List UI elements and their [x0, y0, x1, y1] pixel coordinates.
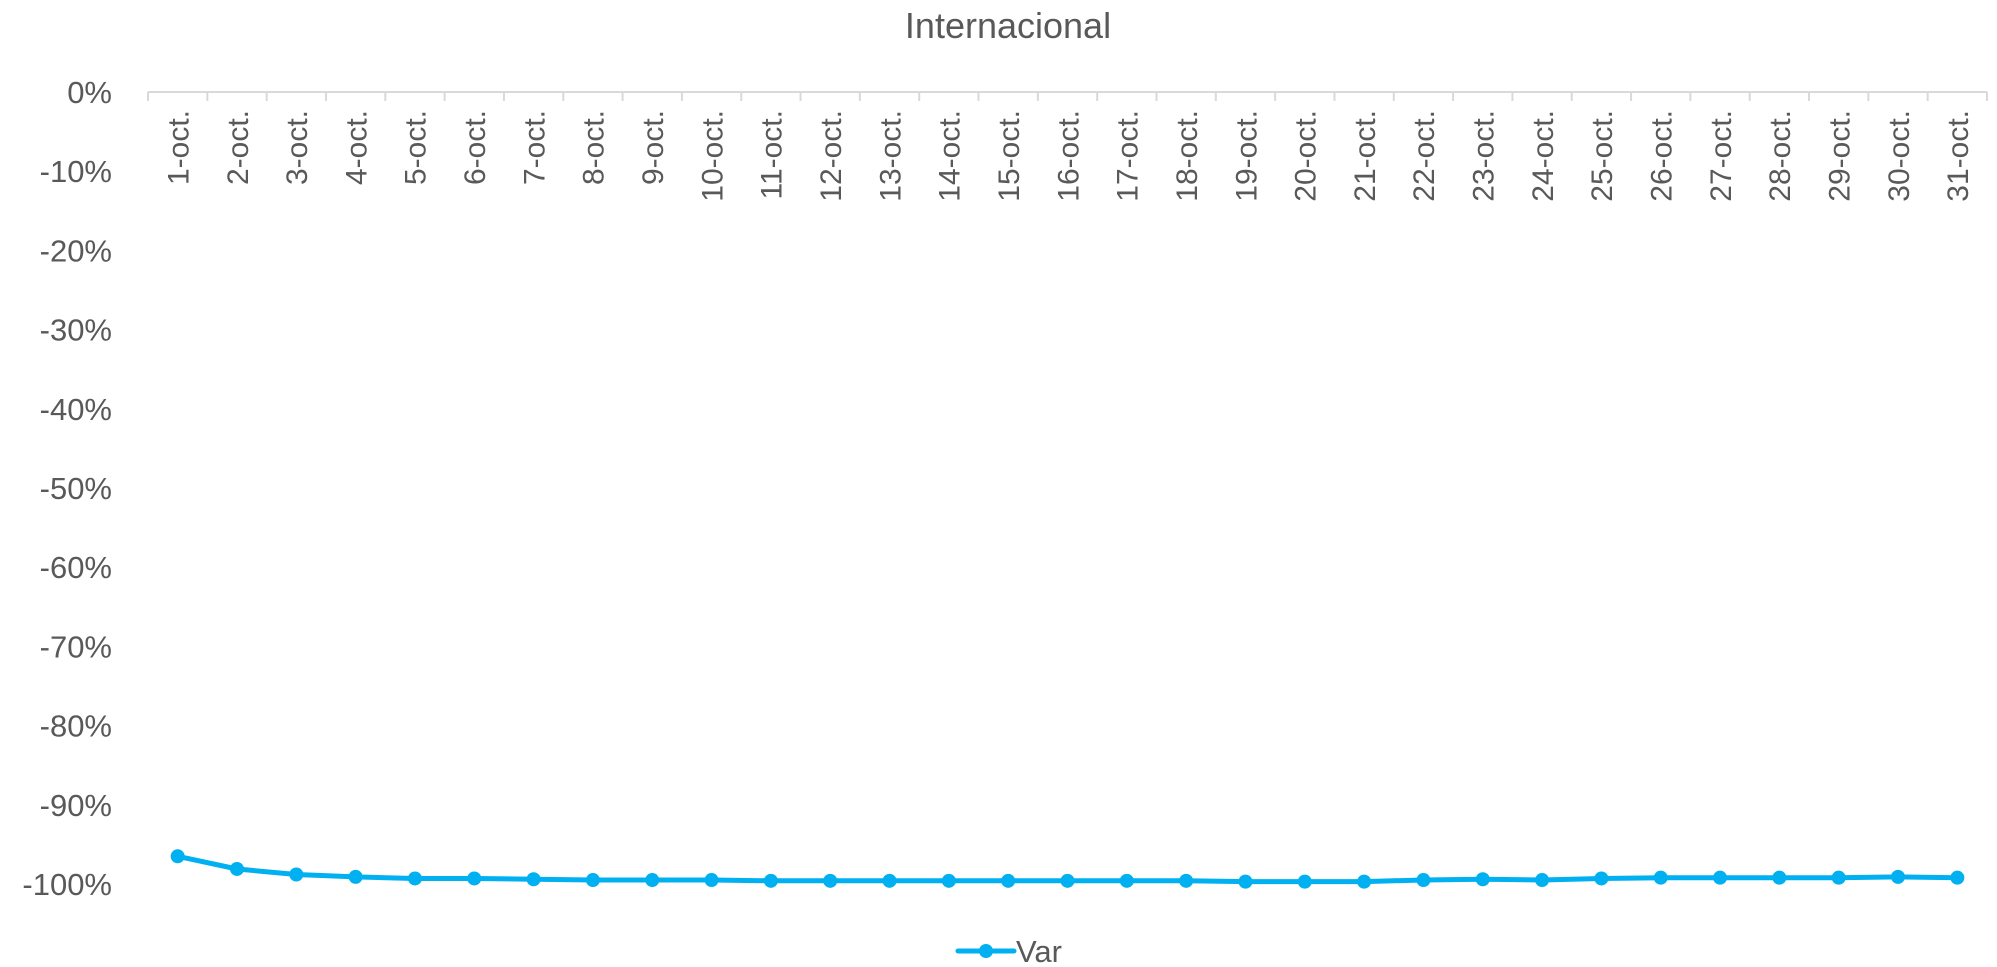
x-tick-label: 13-oct. — [874, 110, 907, 202]
x-tick-label: 26-oct. — [1646, 110, 1679, 202]
x-tick-label: 7-oct. — [518, 110, 551, 185]
y-tick-label: -40% — [40, 392, 112, 427]
y-tick-label: 0% — [67, 75, 112, 110]
data-point — [1060, 873, 1075, 888]
y-tick-label: -20% — [40, 233, 112, 268]
x-axis: 1-oct. 2-oct. 3-oct. 4-oct. 5-oct. 6-oct. 7-oc… — [147, 91, 1988, 202]
legend-label: Var — [1016, 934, 1062, 967]
x-tick-label: 16-oct. — [1052, 110, 1085, 202]
x-tick-label: 2-oct. — [222, 110, 255, 185]
x-tick-label: 18-oct. — [1171, 110, 1204, 202]
y-axis: 0% -10% -20% -30% -40% -50% -60% -70% -80% -90% -1… — [22, 75, 112, 902]
x-tick-label: 3-oct. — [281, 110, 314, 185]
data-point — [1831, 870, 1846, 885]
data-point — [1119, 873, 1134, 888]
data-point — [1001, 873, 1016, 888]
y-tick-label: -70% — [40, 629, 112, 664]
data-point — [645, 873, 660, 888]
x-tick-label: 19-oct. — [1230, 110, 1263, 202]
data-point — [1653, 870, 1668, 885]
y-tick-label: -60% — [40, 550, 112, 585]
x-tick-label: 1-oct. — [162, 110, 195, 185]
y-tick-label: -30% — [40, 313, 112, 348]
data-point — [1891, 869, 1906, 884]
x-tick-label: 14-oct. — [934, 110, 967, 202]
data-point — [763, 873, 778, 888]
data-point — [1238, 874, 1253, 889]
y-tick-label: -80% — [40, 709, 112, 744]
data-point — [1475, 872, 1490, 887]
x-tick-label: 21-oct. — [1349, 110, 1382, 202]
x-tick-label: 12-oct. — [815, 110, 848, 202]
y-tick-label: -50% — [40, 471, 112, 506]
x-tick-label: 10-oct. — [696, 110, 729, 202]
x-tick-label: 8-oct. — [578, 110, 611, 185]
x-tick-label: 22-oct. — [1408, 110, 1441, 202]
y-tick-label: -90% — [40, 788, 112, 823]
x-tick-label: 27-oct. — [1705, 110, 1738, 202]
data-point — [467, 871, 482, 886]
x-tick-label: 5-oct. — [400, 110, 433, 185]
data-point — [1416, 873, 1431, 888]
data-point — [229, 861, 244, 876]
y-tick-label: -10% — [40, 154, 112, 189]
data-point — [1594, 871, 1609, 886]
data-point — [1772, 870, 1787, 885]
data-point — [704, 873, 719, 888]
data-point — [407, 871, 422, 886]
data-point — [1950, 870, 1965, 885]
x-tick-label: 11-oct. — [756, 110, 789, 200]
data-point — [1535, 873, 1550, 888]
data-point — [1713, 870, 1728, 885]
data-point — [1357, 874, 1372, 889]
data-point — [585, 873, 600, 888]
x-tick-label: 25-oct. — [1586, 110, 1619, 202]
legend: Var — [955, 934, 1062, 967]
data-point — [348, 869, 363, 884]
legend-marker-swatch — [979, 944, 993, 958]
data-point — [823, 873, 838, 888]
data-point — [1297, 874, 1312, 889]
x-tick-label: 24-oct. — [1527, 110, 1560, 202]
x-tick-label: 15-oct. — [993, 110, 1026, 202]
data-point — [526, 872, 541, 887]
x-tick-label: 23-oct. — [1468, 110, 1501, 202]
data-point — [941, 873, 956, 888]
x-tick-label: 20-oct. — [1290, 110, 1323, 202]
series-layer — [170, 849, 1965, 889]
x-tick-label: 28-oct. — [1764, 110, 1797, 202]
chart-title: Internacional — [905, 5, 1111, 46]
x-tick-label: 29-oct. — [1823, 110, 1856, 202]
x-tick-label: 4-oct. — [340, 110, 373, 185]
x-tick-label: 9-oct. — [637, 110, 670, 185]
data-point — [170, 849, 185, 864]
x-tick-label: 31-oct. — [1942, 110, 1975, 202]
data-point — [289, 867, 304, 882]
x-tick-label: 30-oct. — [1883, 110, 1916, 202]
data-point — [1179, 873, 1194, 888]
data-point — [882, 873, 897, 888]
y-tick-label: -100% — [22, 867, 112, 902]
x-tick-label: 6-oct. — [459, 110, 492, 185]
x-tick-label: 17-oct. — [1112, 110, 1145, 202]
